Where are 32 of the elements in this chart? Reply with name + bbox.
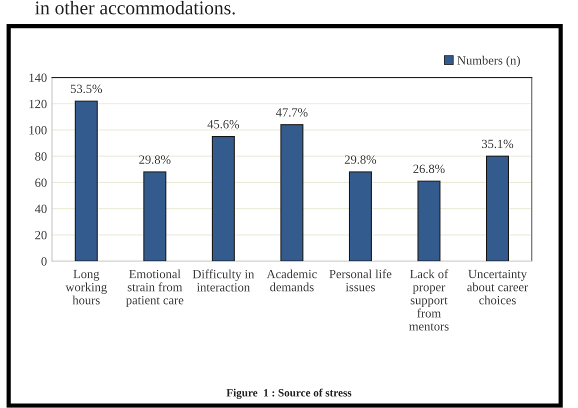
text: 29.8%: [139, 155, 171, 164]
y-tick-label: 60: [35, 178, 47, 187]
y-tick-label: 40: [34, 204, 47, 214]
caption: Figure 1 : Source of stress: [226, 388, 352, 399]
text: 47.7%: [276, 108, 308, 117]
x-tick-label: Personal life issues: [329, 269, 392, 292]
bar: [348, 171, 372, 262]
text: 35.1%: [482, 140, 514, 148]
y-tick-label: 0: [41, 257, 47, 266]
x-tick-label: Difficulty in interaction: [192, 269, 254, 292]
x-tick-label: Uncertainty about career choices: [467, 270, 528, 304]
bar: [417, 180, 440, 262]
y-tick-label: 20: [35, 230, 47, 240]
y-tick-label: 100: [30, 126, 47, 134]
legend-label: Numbers (n): [457, 56, 520, 68]
y-tick-label: 140: [30, 74, 47, 82]
bar: [486, 156, 510, 262]
y-tick-label: 80: [35, 152, 47, 161]
text: 26.8%: [413, 164, 445, 174]
y-tick-label: 120: [30, 100, 47, 108]
x-tick-label: Emotional strain from patient care: [126, 269, 184, 307]
text: in other accommodations.: [35, 0, 235, 15]
text: 45.6%: [207, 120, 240, 128]
bar: [143, 171, 166, 262]
text: 53.5%: [70, 84, 102, 94]
bar: [212, 136, 235, 262]
x-tick-label: Academic demands: [266, 269, 317, 292]
bar: [74, 100, 98, 262]
bar: [280, 124, 304, 262]
text: 29.8%: [344, 155, 376, 164]
x-tick-label: Lack of proper support from mentors: [409, 269, 449, 331]
x-tick-label: Long working hours: [65, 270, 107, 304]
